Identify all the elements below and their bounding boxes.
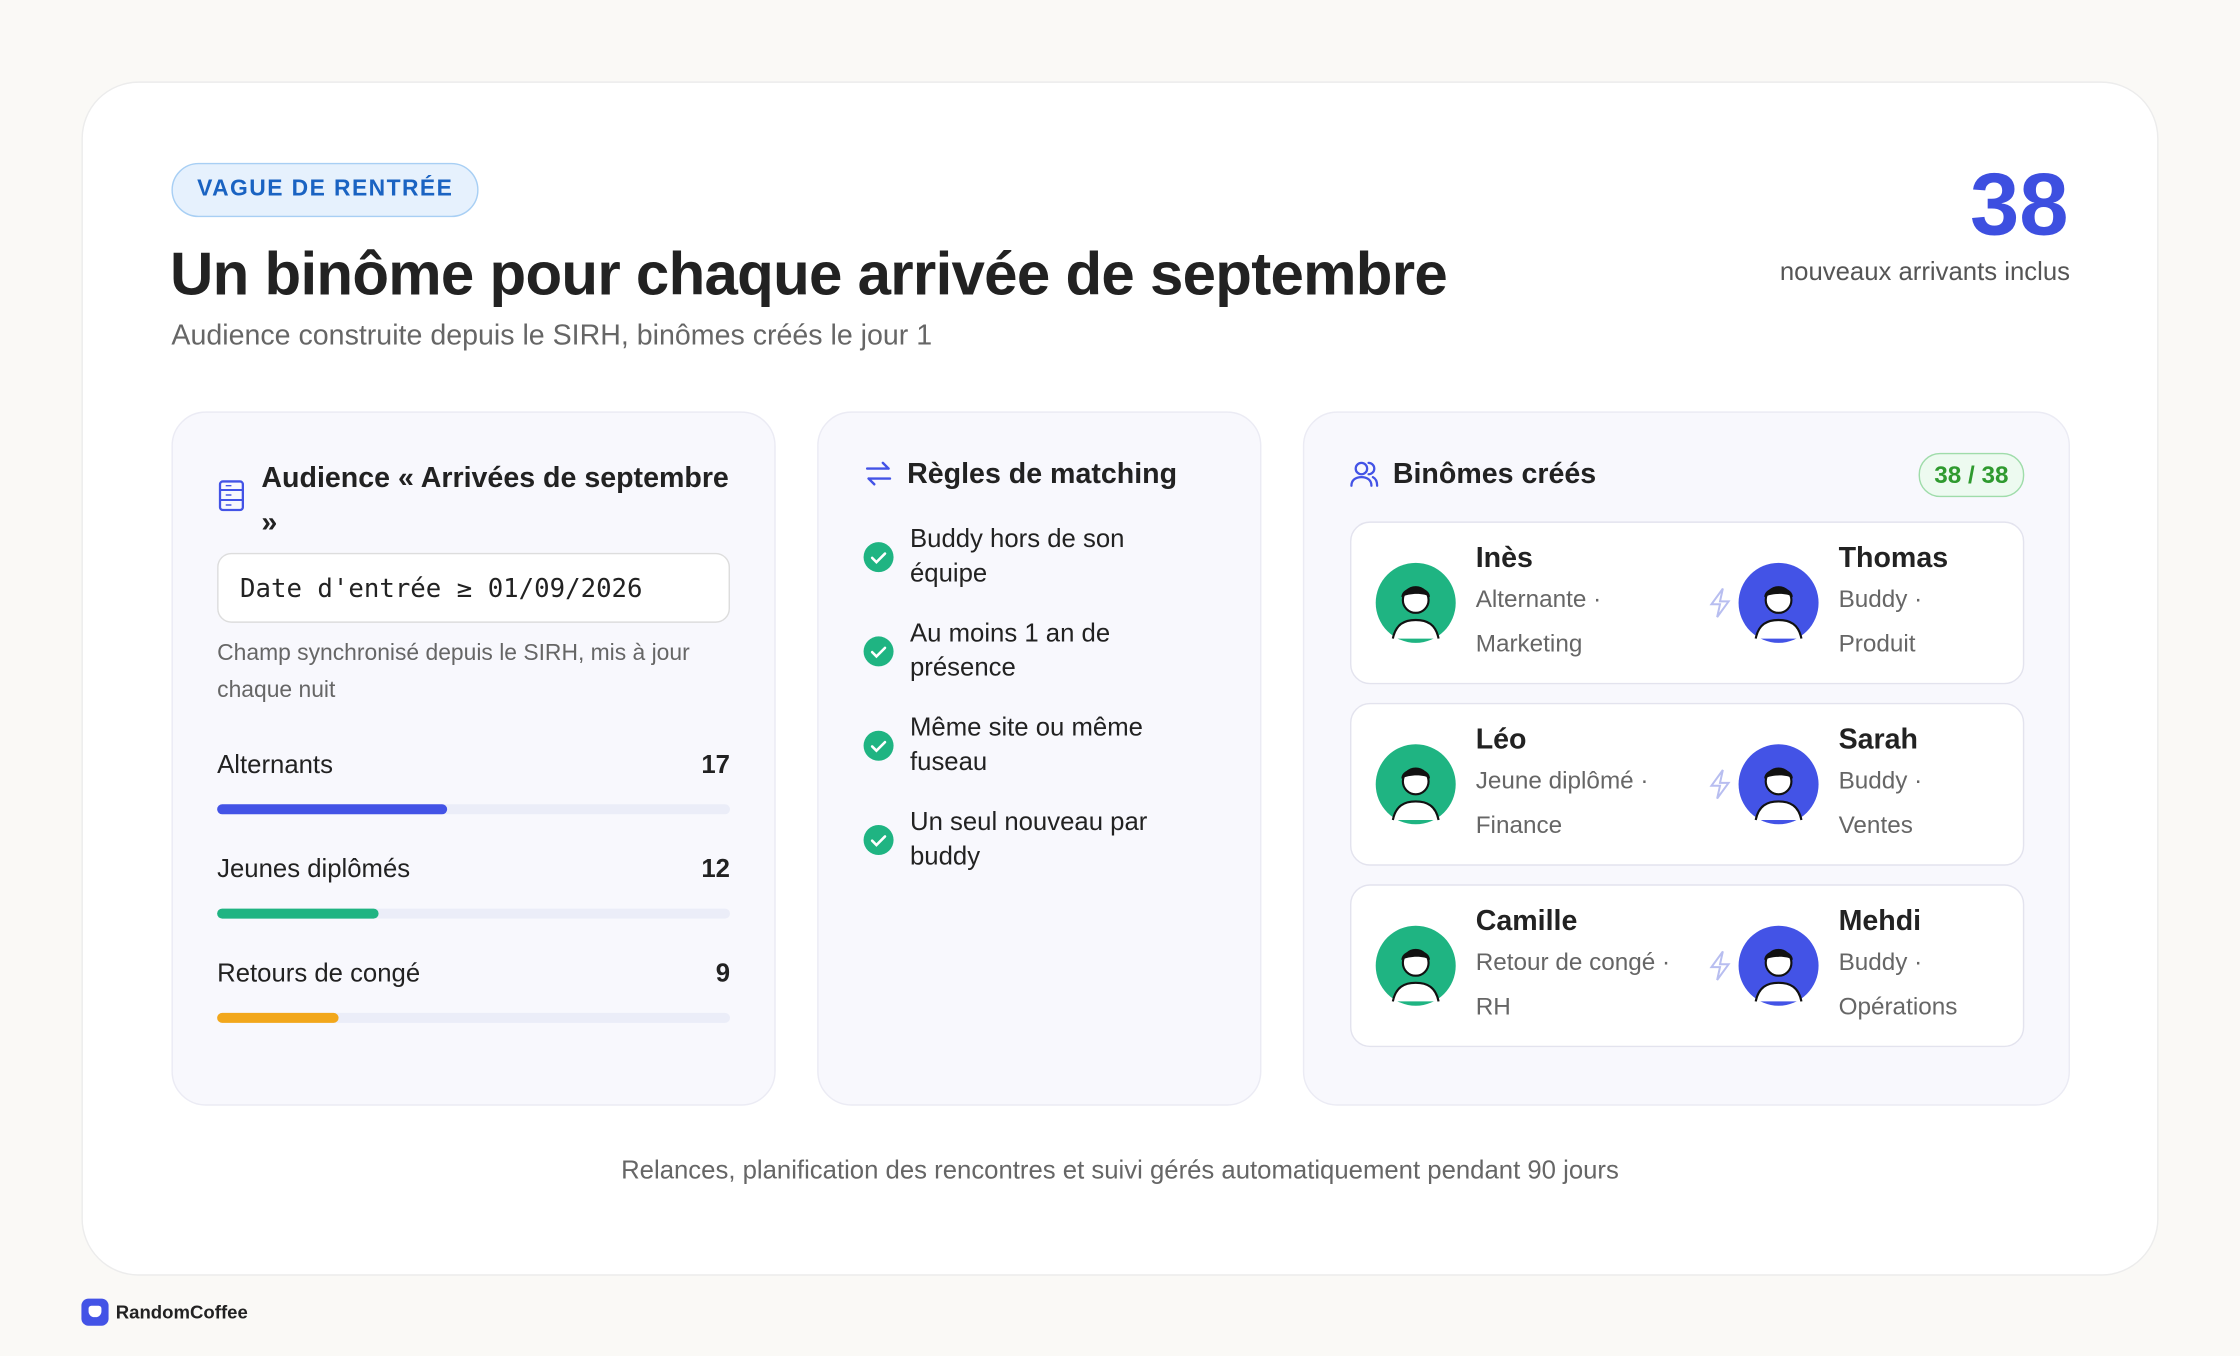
- bar-row: Retours de congé 9: [217, 959, 730, 1030]
- newcomer-detail: Alternante · Marketing: [1475, 585, 1602, 658]
- avatar-hair: [1401, 768, 1430, 779]
- icon: [865, 461, 892, 486]
- check-bg: [863, 730, 894, 761]
- avatar-hair: [1764, 950, 1793, 960]
- group-label: Retours de congé: [217, 958, 421, 988]
- avatar: [1375, 925, 1456, 1006]
- newcomer-name: Camille: [1475, 905, 1578, 938]
- rule-text: Même site ou même fuseau: [909, 712, 1143, 776]
- newcomer-detail: Jeune diplômé · Finance: [1475, 767, 1649, 839]
- avatar: [1375, 562, 1456, 643]
- brand: RandomCoffee: [115, 1301, 248, 1323]
- bolt: [1709, 587, 1731, 618]
- card-title: Audience « Arrivées de septembre »: [261, 462, 729, 539]
- avatar-body: [1391, 981, 1440, 1002]
- avatar-body: [1391, 618, 1440, 639]
- icon: [218, 480, 244, 512]
- title: Un binôme pour chaque arrivée de septemb…: [169, 239, 1448, 308]
- link-icon: [1709, 769, 1731, 800]
- count-badge: 38 / 38: [1918, 452, 2025, 498]
- avatar-body: [1391, 800, 1440, 821]
- rule-text: Un seul nouveau par buddy: [909, 807, 1148, 870]
- card-title: Règles de matching: [907, 458, 1178, 490]
- rules-card: Règles de matching Buddy hors de son équ…: [817, 411, 1262, 1106]
- avatar-hair: [1764, 587, 1793, 598]
- rule-text: Buddy hors de son équipe: [909, 524, 1125, 588]
- check-mark: [870, 552, 887, 564]
- check-mark: [870, 646, 887, 659]
- newcomer-detail: Retour de congé · RH: [1475, 948, 1671, 1020]
- bar-fill: [217, 1012, 339, 1023]
- link-icon: [1709, 587, 1731, 618]
- note: Champ synchronisé depuis le SIRH, mis à …: [217, 641, 690, 703]
- group-value: 12: [701, 854, 730, 883]
- bar-row: Alternants 17: [217, 750, 730, 821]
- badge: VAGUE DE RENTRÉE: [171, 162, 479, 218]
- avatar-hair: [1401, 950, 1430, 960]
- bar-track: [217, 804, 730, 815]
- footer: Relances, planification des rencontres e…: [621, 1155, 1619, 1185]
- audience-card: Audience « Arrivées de septembre » Date …: [171, 411, 776, 1106]
- bolt: [1709, 950, 1731, 981]
- logo: [81, 1298, 109, 1326]
- check-bg: [863, 542, 894, 573]
- link-icon: [1709, 950, 1731, 981]
- avatar-body: [1754, 981, 1803, 1002]
- bar-row: Jeunes diplômés 12: [217, 854, 730, 925]
- avatar: [1738, 925, 1819, 1006]
- avatar-body: [1754, 618, 1803, 639]
- check-icon: [863, 730, 894, 761]
- card-title: Binômes créés: [1392, 458, 1597, 490]
- pair-card: Léo Jeune diplômé · Finance Sarah Buddy · V…: [1349, 702, 2025, 866]
- stat-label: nouveaux arrivants inclus: [1779, 257, 2070, 286]
- avatar: [1738, 744, 1819, 825]
- check-bg: [863, 824, 894, 855]
- avatar: [1738, 562, 1819, 643]
- pairs-card: Binômes créés 38 / 38 Inès Alternante · M…: [1302, 411, 2070, 1106]
- group-label: Jeunes diplômés: [217, 854, 411, 883]
- check-icon: [863, 824, 894, 855]
- check-bg: [863, 636, 894, 667]
- bar-fill: [217, 908, 380, 919]
- rule-text: Au moins 1 an de présence: [909, 618, 1111, 682]
- avatar-hair: [1764, 768, 1793, 779]
- group-label: Alternants: [217, 749, 333, 779]
- bolt: [1709, 769, 1731, 800]
- check-mark: [870, 835, 887, 847]
- avatar-body: [1754, 800, 1803, 821]
- stat-value: 38: [1970, 155, 2069, 255]
- avatar-hair: [1401, 587, 1430, 598]
- pair-card: Inès Alternante · Marketing Thomas Buddy · …: [1349, 521, 2025, 685]
- pair-card: Camille Retour de congé · RH Mehdi Buddy · …: [1349, 884, 2025, 1048]
- buddy-name: Thomas: [1838, 542, 1949, 575]
- bar-fill: [217, 804, 447, 815]
- subtitle: Audience construite depuis le SIRH, binô…: [171, 319, 933, 352]
- group-value: 17: [701, 749, 730, 779]
- newcomer-name: Inès: [1475, 542, 1533, 575]
- filter: Date d'entrée ≥ 01/09/2026: [217, 552, 730, 623]
- group-value: 9: [715, 958, 730, 988]
- newcomer-name: Léo: [1475, 724, 1527, 756]
- bar-track: [217, 1012, 730, 1023]
- icon: [1350, 461, 1379, 487]
- avatar: [1375, 744, 1456, 825]
- check-icon: [863, 636, 894, 667]
- buddy-name: Mehdi: [1838, 905, 1922, 938]
- buddy-name: Sarah: [1838, 724, 1918, 756]
- bar-track: [217, 908, 730, 919]
- buddy-detail: Buddy · Produit: [1838, 585, 1923, 658]
- buddy-detail: Buddy · Opérations: [1838, 948, 1958, 1020]
- buddy-detail: Buddy · Ventes: [1838, 767, 1923, 839]
- check-icon: [863, 542, 894, 573]
- check-mark: [870, 740, 887, 753]
